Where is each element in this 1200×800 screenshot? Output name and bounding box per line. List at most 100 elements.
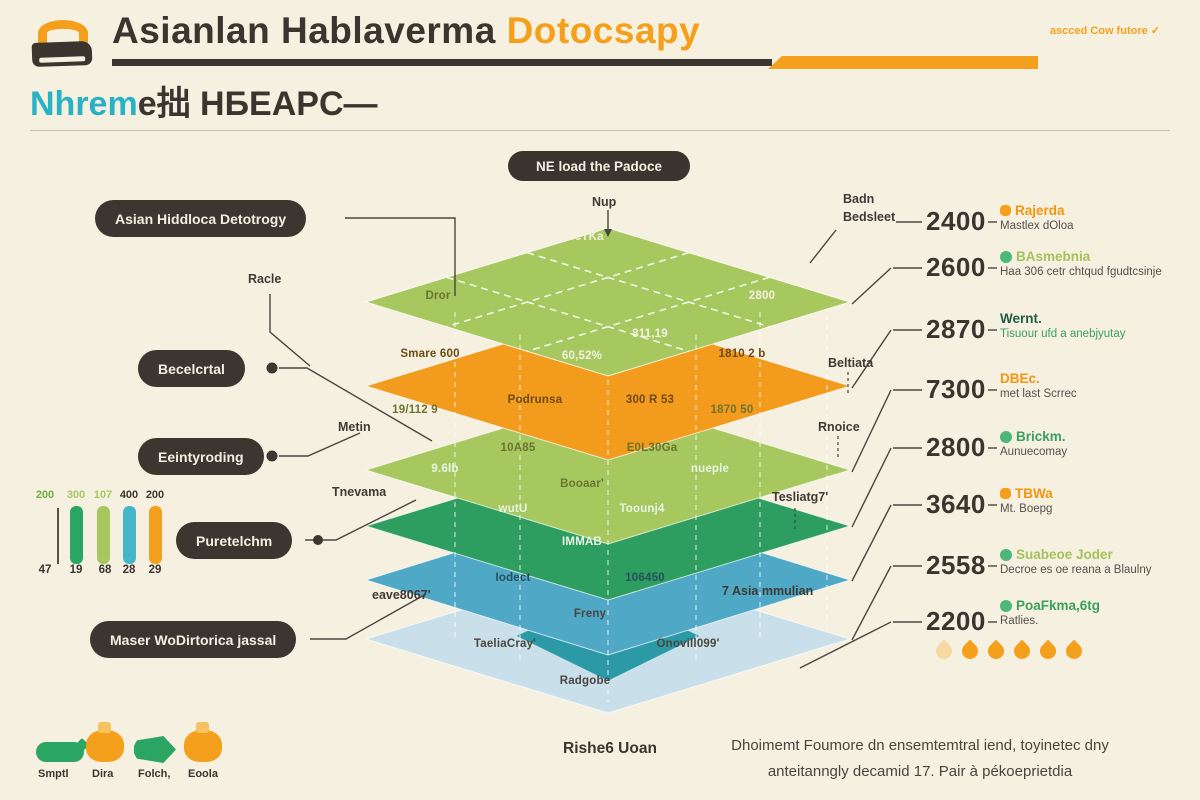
legend-label: Folch, xyxy=(138,768,171,780)
green-dot-icon xyxy=(1000,250,1012,263)
subtitle-rest: e拙 HБEAPC— xyxy=(137,85,378,123)
nup-arrowhead xyxy=(604,229,612,237)
stat-number: 2870 xyxy=(926,314,986,344)
label-badn-2: Bedsleet xyxy=(843,210,896,224)
mini-chart-bottom-label: 68 xyxy=(98,564,112,576)
stat-item: BAsmebnia Haa 306 cetr chtqud fgudtcsinj… xyxy=(1000,249,1195,278)
stat-subtitle: Haa 306 cetr chtqud fgudtcsinje xyxy=(1000,266,1162,278)
subtitle: Nhreme拙 HБEAPC— xyxy=(30,76,378,125)
legend-label: Eoola xyxy=(188,768,218,780)
layer-label: Onovill099' xyxy=(656,638,720,650)
stat-subtitle: Decroe es oe reana a Blaulny xyxy=(1000,564,1152,576)
stat-subtitle: Ratlies. xyxy=(1000,615,1039,627)
header-rule-dark xyxy=(112,59,772,66)
stat-item: Wernt. Tisuour ufd a anebjyutay xyxy=(1000,311,1195,340)
label-tasliatg: Tesliatg7' xyxy=(772,490,829,504)
footnote: Dhoimemt Foumore dn ensemtemtral iend, t… xyxy=(650,733,1190,785)
stat-subtitle: Tisuour ufd a anebjyutay xyxy=(1000,328,1126,340)
green-dot-icon xyxy=(1000,599,1012,612)
stat-title: Rajerda xyxy=(1015,203,1065,218)
page-title-accent: Dotocsapy xyxy=(506,10,701,51)
layer-label: Iodect xyxy=(495,572,531,584)
mini-chart-bar xyxy=(97,506,110,564)
mini-chart-bottom-label: 19 xyxy=(69,564,83,576)
mini-chart-top-label: 400 xyxy=(119,489,139,501)
top-badge: NE load the Padoce xyxy=(508,151,690,181)
header-divider xyxy=(30,130,1170,131)
stat-number: 7300 xyxy=(926,374,986,404)
layer-label: 60,52% xyxy=(561,350,603,362)
page-title-main: Asianlan Hablaverma xyxy=(112,10,507,51)
layer-label: 300 R 53 xyxy=(625,394,675,406)
layer-label: 19/112 9 xyxy=(392,404,438,416)
mini-chart-bottom-label: 47 xyxy=(38,564,52,576)
label-nup: Nup xyxy=(592,195,617,209)
label-metin: Metin xyxy=(338,420,371,434)
header-note: ascced Cow futore ✓ xyxy=(1049,25,1160,37)
stat-item: Suabeoe Joder Decroe es oe reana a Blaul… xyxy=(1000,547,1195,576)
layer-label: Podrunsa xyxy=(507,394,563,406)
label-badn-1: Badn xyxy=(843,192,875,206)
legend-orange-blob-icon xyxy=(86,722,124,762)
mini-chart-bar xyxy=(123,506,136,564)
stat-subtitle: Mt. Boepg xyxy=(1000,503,1053,515)
connector-dot xyxy=(266,362,278,374)
layer-label: BcTKa xyxy=(566,231,604,243)
stat-item: TBWa Mt. Boepg xyxy=(1000,486,1195,515)
stat-number: 2800 xyxy=(926,432,986,462)
callout-pill-2: Becelcrtal xyxy=(138,350,245,387)
mini-chart-bottom-label: 28 xyxy=(122,564,136,576)
layer-label: Smare 600 xyxy=(400,348,460,360)
stat-title: DBEc. xyxy=(1000,371,1040,386)
layer-label: nueple xyxy=(690,463,730,475)
callout-pill-5: Maser WoDirtorica jassal xyxy=(90,621,297,658)
vertical-guides xyxy=(454,312,828,702)
stat-title: Brickm. xyxy=(1016,429,1066,444)
orange-blob-icon xyxy=(1000,205,1011,216)
label-racle: Racle xyxy=(248,272,282,286)
label-tnevama: Tnevama xyxy=(332,485,387,499)
stat-item: Rajerda Mastlex dOloa xyxy=(1000,203,1195,232)
layer-label: 1810 2 b xyxy=(718,348,766,360)
label-rnoice: Rnoice xyxy=(818,420,860,434)
label-beltiata: Beltiata xyxy=(828,356,874,370)
stat-subtitle: Aunuecomay xyxy=(1000,446,1068,458)
top-layer-grid xyxy=(446,251,770,353)
legend-label: Smptl xyxy=(38,768,69,780)
footnote-line-1: Dhoimemt Foumore dn ensemtemtral iend, t… xyxy=(731,737,1109,754)
mini-chart-bar xyxy=(149,506,162,564)
mini-chart-top-label: 200 xyxy=(35,489,55,501)
label-eave: eave8067' xyxy=(372,588,431,602)
logo-book-icon xyxy=(31,40,93,68)
side-dashed-guides xyxy=(794,372,849,530)
stat-title: Suabeoe Joder xyxy=(1016,547,1113,562)
stat-title: Wernt. xyxy=(1000,311,1042,326)
stat-subtitle: met last Scrrec xyxy=(1000,388,1077,400)
stat-number: 2200 xyxy=(926,606,986,636)
layer-label: Dror xyxy=(425,290,451,302)
mini-chart-bottom-label: 29 xyxy=(148,564,162,576)
layer-label: 1870 50 xyxy=(710,404,754,416)
mini-chart-bar xyxy=(70,506,83,564)
mini-chart-axis-line xyxy=(57,508,59,564)
layer-label: Radgobe xyxy=(559,675,611,687)
layer-label: Freny xyxy=(573,608,607,620)
callout-pill-3: Eeintyroding xyxy=(138,438,264,475)
orange-blob-icon xyxy=(1000,488,1011,499)
mini-chart-top-label: 300 xyxy=(66,489,86,501)
stat-item: Brickm. Aunuecomay xyxy=(1000,429,1195,458)
layer-label: TaeliaCray' xyxy=(473,638,537,650)
stat-title: TBWa xyxy=(1015,486,1053,501)
stat-number: 2600 xyxy=(926,252,986,282)
stat-number: 3640 xyxy=(926,489,986,519)
layer-label: Booaar' xyxy=(560,478,604,490)
layer-label: 2800 xyxy=(748,290,776,302)
connector-dot xyxy=(266,450,278,462)
layer-label: 9.6lb xyxy=(431,463,459,475)
layer-label: 106450 xyxy=(625,572,665,584)
green-dot-icon xyxy=(1000,430,1012,443)
stat-number: 2400 xyxy=(926,206,986,236)
layer-label: wutU xyxy=(498,503,528,515)
